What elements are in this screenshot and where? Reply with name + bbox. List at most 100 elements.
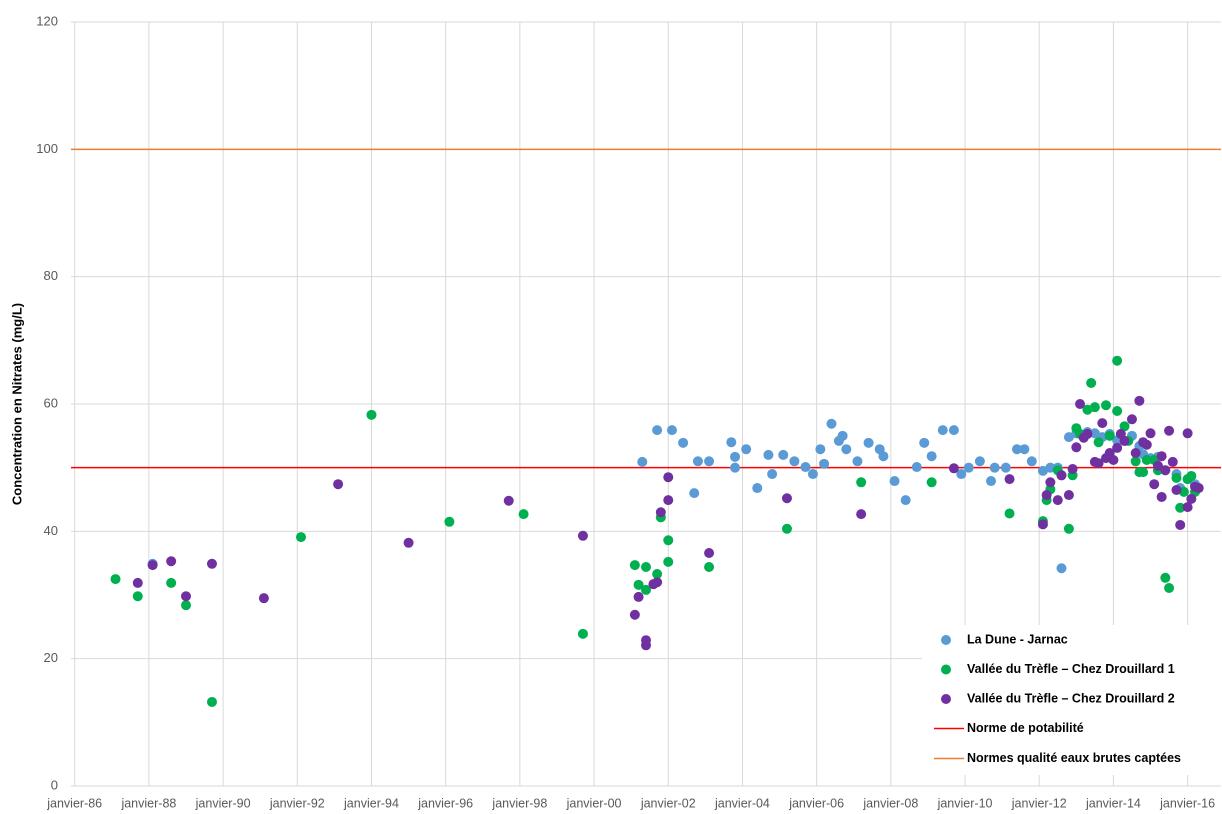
x-tick-label: janvier-90 (195, 796, 251, 810)
point (1004, 508, 1015, 519)
point (815, 444, 826, 455)
point (1037, 519, 1048, 530)
point (1112, 355, 1123, 366)
point (444, 516, 455, 527)
x-tick-label: janvier-92 (269, 796, 325, 810)
point (296, 532, 306, 543)
point (577, 628, 588, 639)
point (919, 437, 930, 448)
point (1186, 493, 1197, 504)
point (948, 463, 959, 474)
point (678, 437, 689, 448)
x-tick-label: janvier-08 (862, 796, 918, 810)
point (1056, 470, 1067, 481)
point (518, 509, 529, 520)
point (1063, 523, 1074, 534)
point (1056, 563, 1067, 574)
point (900, 495, 911, 506)
point (1089, 402, 1100, 413)
point (856, 477, 867, 488)
point (637, 456, 648, 467)
y-tick-label: 40 (44, 523, 58, 538)
point (663, 472, 674, 483)
x-tick-label: janvier-02 (640, 796, 696, 810)
point (1145, 428, 1156, 439)
point (166, 577, 177, 588)
point (1126, 414, 1137, 425)
point (1119, 421, 1130, 432)
point (1045, 477, 1056, 488)
point (1089, 428, 1100, 439)
point (181, 600, 191, 611)
y-tick-label: 80 (44, 268, 58, 283)
point (1164, 425, 1175, 436)
point (1026, 456, 1037, 467)
point (1171, 484, 1182, 495)
point (763, 449, 774, 460)
x-tick-label: janvier-86 (46, 796, 102, 810)
point (652, 568, 663, 579)
point (132, 591, 143, 602)
point (767, 469, 778, 480)
point (741, 444, 752, 455)
legend-marker (941, 664, 951, 675)
point (366, 409, 377, 420)
legend-marker (941, 635, 951, 645)
x-tick-label: janvier-98 (491, 796, 547, 810)
y-tick-label: 20 (44, 650, 58, 665)
point (258, 593, 269, 604)
point (403, 537, 414, 548)
point (206, 696, 217, 707)
point (1071, 442, 1082, 453)
point (1093, 437, 1104, 448)
y-axis-label: Concentration en Nitrates (mg/L) (9, 303, 24, 505)
point (963, 462, 974, 473)
point (1082, 428, 1093, 439)
legend-box (922, 625, 1222, 775)
point (633, 579, 644, 590)
point (1186, 470, 1197, 481)
point (730, 462, 741, 473)
point (937, 425, 948, 436)
point (641, 640, 651, 651)
point (689, 488, 700, 499)
point (132, 577, 143, 588)
point (1119, 435, 1130, 446)
point (833, 435, 844, 446)
legend-marker (941, 694, 951, 704)
point (889, 476, 900, 487)
point (1149, 479, 1160, 490)
x-tick-label: janvier-88 (120, 796, 176, 810)
point (704, 561, 715, 572)
point (1063, 490, 1074, 501)
point (1093, 458, 1104, 469)
point (166, 556, 177, 567)
point (663, 556, 674, 567)
point (1004, 474, 1015, 485)
y-tick-label: 60 (44, 395, 58, 410)
point (1019, 444, 1030, 455)
point (1097, 418, 1108, 429)
point (856, 509, 867, 520)
point (1175, 502, 1186, 513)
point (1138, 467, 1149, 478)
point (841, 444, 852, 455)
point (663, 495, 674, 506)
point (629, 609, 640, 620)
point (633, 591, 644, 602)
point (1171, 472, 1182, 483)
point (878, 451, 889, 462)
point (726, 437, 737, 448)
point (819, 458, 830, 469)
point (807, 469, 818, 480)
point (652, 577, 663, 588)
point (752, 483, 763, 494)
point (666, 425, 677, 436)
point (1104, 430, 1115, 441)
point (730, 451, 741, 462)
point (1167, 456, 1178, 467)
point (989, 462, 1000, 473)
x-tick-label: janvier-96 (417, 796, 473, 810)
point (986, 476, 996, 487)
